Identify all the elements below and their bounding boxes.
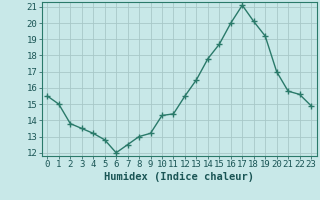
X-axis label: Humidex (Indice chaleur): Humidex (Indice chaleur) xyxy=(104,172,254,182)
